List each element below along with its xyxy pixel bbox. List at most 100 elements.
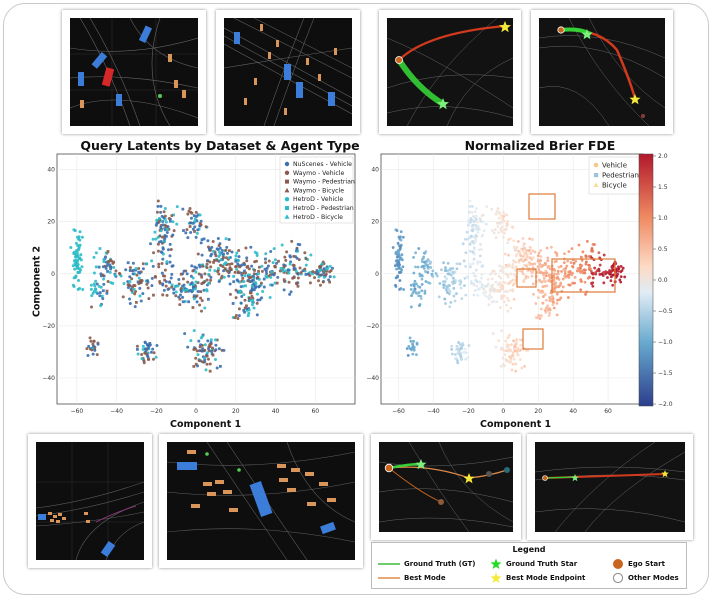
scatter-point — [411, 344, 415, 348]
scatter-point — [440, 268, 443, 272]
scatter-point — [531, 262, 535, 266]
scatter-point — [451, 267, 455, 270]
scatter-point — [570, 247, 574, 251]
scatter-point — [308, 281, 312, 285]
scatter-point — [414, 290, 417, 294]
scatter-point — [591, 276, 595, 280]
scatter-point — [292, 263, 296, 267]
scatter-point — [455, 344, 459, 348]
scatter-point — [157, 216, 161, 220]
scatter-point — [530, 274, 534, 278]
scatter-point — [191, 269, 195, 273]
scatter-point — [228, 267, 232, 271]
scatter-point — [138, 286, 142, 290]
legend-marker — [594, 173, 599, 178]
scatter-point — [76, 270, 80, 274]
scatter-point — [506, 219, 510, 223]
scatter-point — [591, 272, 595, 276]
x-tick-label: −40 — [110, 408, 123, 415]
scatter-point — [405, 347, 409, 350]
scatter-point — [482, 287, 486, 291]
scatter-point — [178, 303, 182, 307]
scatter-point — [160, 271, 164, 275]
scatter-point — [399, 287, 403, 290]
scatter-point — [233, 270, 237, 274]
scatter-point — [217, 347, 221, 351]
scatter-point — [500, 265, 504, 269]
scatter-point — [559, 281, 563, 285]
scatter-point — [196, 281, 200, 284]
scatter-point — [471, 240, 475, 243]
scatter-point — [461, 343, 465, 347]
scatter-point — [210, 349, 214, 353]
scatter-point — [228, 249, 231, 253]
x-tick-label: 40 — [569, 408, 577, 415]
scatter-point — [170, 214, 174, 218]
scatter-point — [153, 230, 157, 234]
scatter-point — [579, 288, 583, 292]
scatter-point — [235, 267, 239, 271]
scatter-point — [443, 269, 447, 272]
scatter-point — [217, 272, 221, 276]
scatter-point — [201, 333, 205, 337]
scatter-point — [101, 297, 105, 301]
scatter-point — [410, 294, 413, 298]
scatter-point — [501, 236, 505, 239]
scatter-point — [419, 294, 423, 298]
scatter-point — [609, 275, 613, 279]
scatter-point — [436, 274, 439, 278]
legend-ego-start: Ego Start — [612, 558, 665, 570]
scatter-point — [588, 264, 591, 267]
scatter-point — [157, 220, 161, 224]
scatter-point — [488, 293, 492, 297]
scatter-point — [258, 298, 262, 302]
scatter-point — [576, 266, 580, 270]
scatter-point — [220, 248, 224, 252]
scatter-point — [224, 248, 228, 252]
scatter-point — [130, 277, 134, 281]
scatter-point — [175, 222, 179, 226]
scatter-point — [499, 269, 502, 273]
scatter-point — [460, 297, 464, 301]
scatter-point — [419, 297, 423, 300]
scatter-point — [289, 260, 293, 264]
scatter-point — [514, 265, 518, 269]
scatter-point — [556, 269, 560, 273]
scatter-point — [171, 220, 175, 224]
scatter-point — [101, 273, 105, 277]
scatter-point — [475, 225, 479, 228]
legend-label: Bicycle — [602, 182, 627, 190]
scatter-point — [89, 339, 93, 343]
scatter-point — [168, 242, 172, 246]
scatter-point — [224, 237, 228, 241]
scatter-point — [137, 276, 141, 280]
scatter-point — [398, 270, 401, 274]
scatter-point — [503, 228, 507, 232]
scatter-point — [464, 237, 467, 241]
scatter-point — [193, 230, 196, 233]
scatter-point — [467, 344, 471, 347]
scatter-point — [412, 284, 416, 288]
scatter-point — [544, 298, 548, 302]
scatter-point — [238, 265, 242, 269]
scatter-point — [196, 252, 200, 256]
y-tick-label: 0 — [51, 271, 55, 278]
legend-label: HetroD - Pedestrian — [293, 205, 354, 212]
scatter-point — [164, 234, 168, 238]
scatter-point — [277, 259, 280, 263]
colorbar-tick-label: 1.5 — [658, 184, 668, 191]
top-scene-thumbnail-1 — [62, 10, 206, 134]
scatter-point — [563, 272, 567, 275]
scatter-point — [514, 369, 518, 373]
scatter-point — [137, 267, 141, 271]
scatter-point — [182, 269, 186, 273]
scatter-point — [396, 241, 400, 245]
scatter-point — [140, 353, 144, 357]
scatter-point — [152, 351, 156, 355]
scatter-point — [504, 359, 508, 362]
scatter-point — [463, 284, 466, 287]
scatter-point — [602, 253, 606, 257]
scatter-point — [218, 253, 222, 257]
scatter-point — [76, 263, 80, 267]
scatter-point — [282, 278, 286, 282]
